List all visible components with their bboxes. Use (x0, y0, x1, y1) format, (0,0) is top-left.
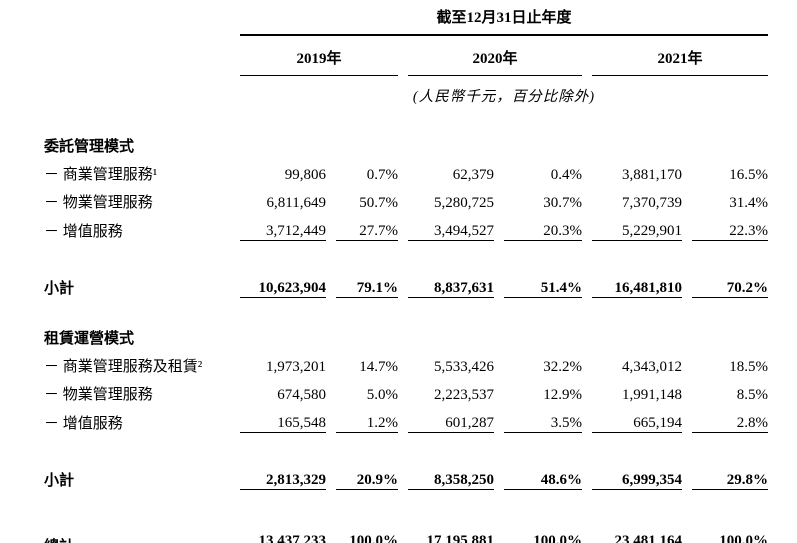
section-title-row: 委託管理模式 (44, 128, 768, 156)
percent-2020: 32.2% (543, 359, 582, 375)
percent-2021: 18.5% (729, 359, 768, 375)
amount-2019: 10,623,904 (240, 267, 326, 298)
revenue-breakdown-table: 截至12月31日止年度 2019年 2020年 2021年 (人民幣千元，百分比… (34, 6, 778, 543)
percent-2021: 31.4% (729, 195, 768, 211)
amount-2021: 7,370,739 (622, 195, 682, 211)
percent-2020: 20.3% (504, 212, 582, 241)
row-label: － 物業管理服務 (44, 195, 153, 211)
amount-2020: 17,195,881 (408, 520, 495, 543)
row-label: － 增值服務 (44, 416, 123, 432)
percent-2019: 0.7% (366, 167, 398, 183)
percent-2019: 50.7% (359, 195, 398, 211)
percent-2020: 51.4% (504, 267, 582, 298)
spacer (44, 241, 768, 267)
amount-2019: 3,712,449 (240, 212, 326, 241)
table-row: － 物業管理服務 6,811,649 50.7% 5,280,725 30.7%… (44, 184, 768, 212)
percent-2020: 0.4% (550, 167, 582, 183)
percent-2019: 14.7% (359, 359, 398, 375)
subtotal-row: 小計 10,623,904 79.1% 8,837,631 51.4% 16,4… (44, 267, 768, 298)
spacer (44, 108, 768, 128)
year-header-row: 2019年 2020年 2021年 (44, 36, 768, 76)
empty-cell (44, 6, 230, 36)
amount-2021: 1,991,148 (622, 387, 682, 403)
percent-2021: 8.5% (736, 387, 768, 403)
amount-2021: 23,481,164 (592, 520, 683, 543)
amount-2019: 1,973,201 (266, 359, 326, 375)
amount-2019: 2,813,329 (240, 459, 326, 490)
percent-2019: 27.7% (336, 212, 398, 241)
section-title: 租賃運營模式 (44, 331, 135, 347)
table-row: － 商業管理服務¹ 99,806 0.7% 62,379 0.4% 3,881,… (44, 156, 768, 184)
amount-2020: 3,494,527 (408, 212, 494, 241)
grand-total-row: 總計 13,437,233 100.0% 17,195,881 100.0% 2… (44, 520, 768, 543)
amount-2020: 5,533,426 (434, 359, 494, 375)
financial-statement-page: 截至12月31日止年度 2019年 2020年 2021年 (人民幣千元，百分比… (0, 6, 797, 543)
percent-2020: 30.7% (543, 195, 582, 211)
year-header-2020: 2020年 (408, 36, 582, 76)
amount-2020: 2,223,537 (434, 387, 494, 403)
amount-2021: 3,881,170 (622, 167, 682, 183)
row-label: － 商業管理服務¹ (44, 167, 158, 183)
amount-2021: 5,229,901 (592, 212, 682, 241)
empty-cell (44, 36, 230, 76)
period-header-row: 截至12月31日止年度 (44, 6, 768, 36)
empty-cell (240, 128, 768, 156)
unit-note-row: (人民幣千元，百分比除外) (44, 76, 768, 108)
percent-2019: 1.2% (336, 404, 398, 433)
percent-2020: 3.5% (504, 404, 582, 433)
table-row: － 物業管理服務 674,580 5.0% 2,223,537 12.9% 1,… (44, 376, 768, 404)
amount-2021: 665,194 (592, 404, 682, 433)
amount-2020: 8,358,250 (408, 459, 494, 490)
percent-2021: 16.5% (729, 167, 768, 183)
percent-2021: 29.8% (692, 459, 768, 490)
subtotal-label: 小計 (44, 281, 75, 297)
empty-cell (240, 320, 768, 348)
period-title: 截至12月31日止年度 (240, 6, 768, 36)
spacer (44, 298, 768, 320)
subtotal-row: 小計 2,813,329 20.9% 8,358,250 48.6% 6,999… (44, 459, 768, 490)
amount-2019: 6,811,649 (266, 195, 326, 211)
amount-2020: 601,287 (408, 404, 494, 433)
amount-2021: 16,481,810 (592, 267, 682, 298)
year-header-2021: 2021年 (592, 36, 768, 76)
amount-2020: 8,837,631 (408, 267, 494, 298)
spacer (44, 490, 768, 520)
percent-2021: 70.2% (692, 267, 768, 298)
percent-2021: 22.3% (692, 212, 768, 241)
total-label: 總計 (44, 520, 230, 543)
subtotal-label: 小計 (44, 473, 75, 489)
row-label: － 物業管理服務 (44, 387, 153, 403)
percent-2020: 100.0% (504, 520, 582, 543)
percent-2020: 48.6% (504, 459, 582, 490)
table-row: － 增值服務 3,712,449 27.7% 3,494,527 20.3% 5… (44, 212, 768, 241)
percent-2020: 12.9% (543, 387, 582, 403)
percent-2019: 79.1% (336, 267, 398, 298)
row-label: － 商業管理服務及租賃² (44, 359, 203, 375)
amount-2021: 6,999,354 (592, 459, 682, 490)
amount-2020: 62,379 (452, 167, 494, 183)
table-row: － 增值服務 165,548 1.2% 601,287 3.5% 665,194… (44, 404, 768, 433)
spacer (44, 433, 768, 459)
amount-2019: 13,437,233 (240, 520, 327, 543)
amount-2019: 99,806 (284, 167, 326, 183)
year-header-2019: 2019年 (240, 36, 398, 76)
percent-2019: 100.0% (336, 520, 398, 543)
unit-note: (人民幣千元，百分比除外) (412, 89, 596, 105)
row-label: － 增值服務 (44, 224, 123, 240)
percent-2021: 100.0% (692, 520, 768, 543)
empty-cell (44, 76, 230, 108)
section-title: 委託管理模式 (44, 139, 135, 155)
percent-2021: 2.8% (692, 404, 768, 433)
percent-2019: 20.9% (336, 459, 398, 490)
section-title-row: 租賃運營模式 (44, 320, 768, 348)
percent-2019: 5.0% (366, 387, 398, 403)
amount-2020: 5,280,725 (434, 195, 494, 211)
amount-2019: 165,548 (240, 404, 326, 433)
amount-2019: 674,580 (277, 387, 326, 403)
table-row: － 商業管理服務及租賃² 1,973,201 14.7% 5,533,426 3… (44, 348, 768, 376)
amount-2021: 4,343,012 (622, 359, 682, 375)
